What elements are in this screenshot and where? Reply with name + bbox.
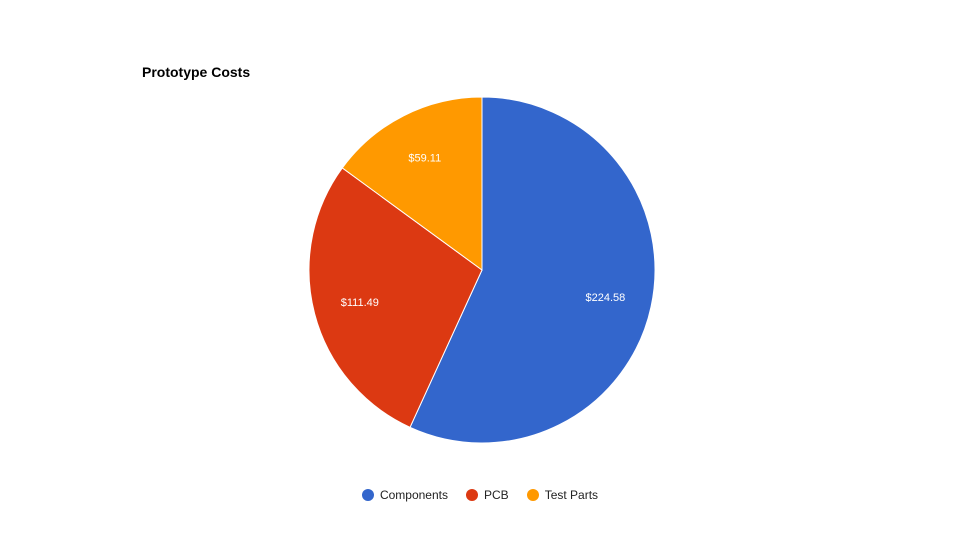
legend-item-components[interactable]: Components [362,488,448,502]
legend-item-test-parts[interactable]: Test Parts [527,488,598,502]
legend-label-components: Components [380,488,448,502]
legend: Components PCB Test Parts [0,488,960,502]
legend-swatch-test-parts [527,489,539,501]
slice-value-label-test-parts: $59.11 [408,152,441,164]
legend-item-pcb[interactable]: PCB [466,488,509,502]
slice-value-label-pcb: $111.49 [341,297,379,309]
legend-swatch-components [362,489,374,501]
legend-swatch-pcb [466,489,478,501]
legend-label-pcb: PCB [484,488,509,502]
legend-label-test-parts: Test Parts [545,488,598,502]
slice-value-label-components: $224.58 [586,292,626,304]
pie-slices [309,97,655,443]
